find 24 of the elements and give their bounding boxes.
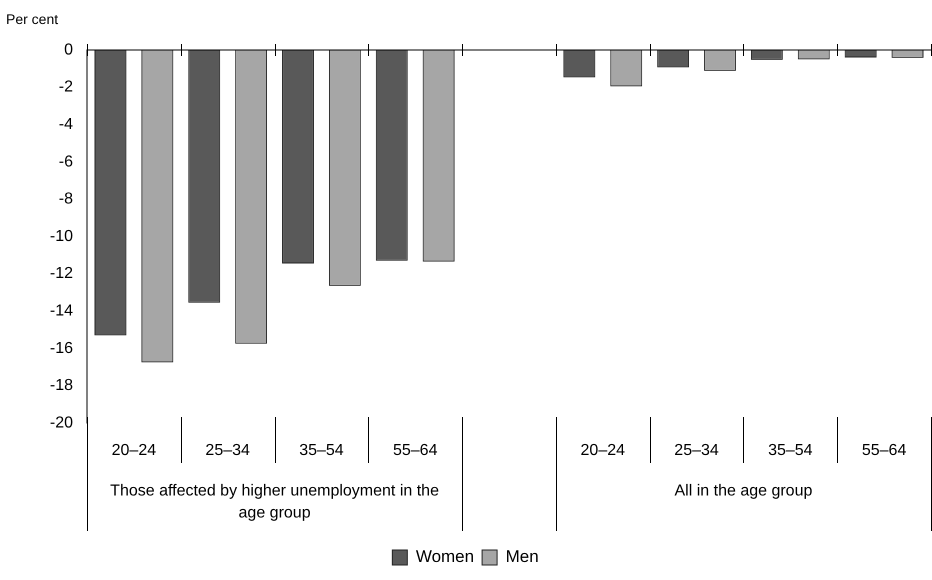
y-tick-label: -6 xyxy=(58,153,74,170)
x-tick-label: 25–34 xyxy=(205,442,250,460)
y-tick-label: -20 xyxy=(50,414,74,432)
x-tick-label: 25–34 xyxy=(674,442,719,460)
text: Those affected by higher unemployment in the age group xyxy=(110,482,440,522)
y-tick-label: -8 xyxy=(58,190,74,208)
x-tick-label: 35–54 xyxy=(299,442,344,460)
y-tick-label: -4 xyxy=(58,116,74,134)
y-tick-label: 0 xyxy=(64,41,74,58)
y-tick-label: -14 xyxy=(50,302,74,320)
y-tick-label: -16 xyxy=(50,340,74,357)
legend-label: Women xyxy=(416,547,474,566)
text: All in the age group xyxy=(674,482,812,500)
x-tick-label: 55–64 xyxy=(392,442,438,460)
x-tick-label: 20–24 xyxy=(112,442,156,460)
y-axis-title: Per cent xyxy=(6,10,58,27)
x-tick-label: 55–64 xyxy=(862,442,906,460)
y-tick-label: -10 xyxy=(50,228,74,245)
x-tick-label: 20–24 xyxy=(580,442,626,460)
y-tick-label: -2 xyxy=(58,78,74,96)
y-tick-label: -12 xyxy=(50,265,74,282)
x-tick-label: 35–54 xyxy=(768,442,813,460)
legend-label: Men xyxy=(506,547,539,566)
y-tick-label: -18 xyxy=(50,377,74,394)
